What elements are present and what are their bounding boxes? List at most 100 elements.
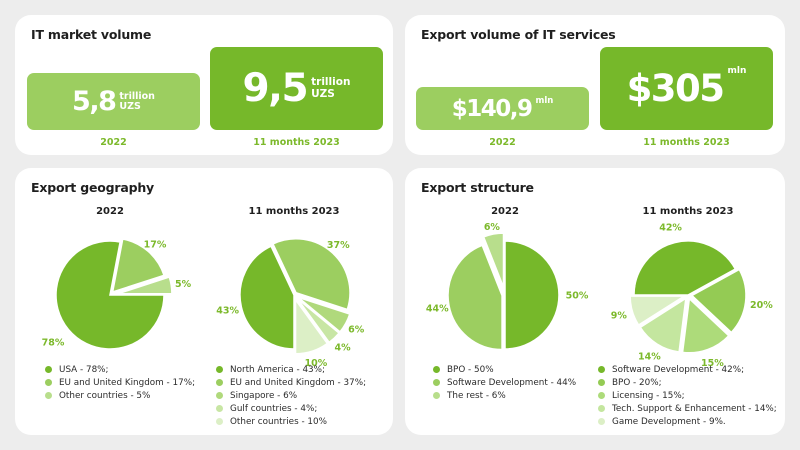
pie-value-label: 9% bbox=[611, 311, 628, 322]
export-structure-title: Export structure bbox=[421, 180, 534, 195]
legend-item: USA - 78%; bbox=[45, 363, 195, 376]
pie-slice-other-countries bbox=[294, 297, 329, 355]
struct-2022-pie-title: 2022 bbox=[491, 206, 519, 217]
pie-slice-north-america bbox=[239, 245, 295, 350]
legend-label: Other countries - 5% bbox=[59, 390, 151, 401]
export-volume-card: Export volume of IT services $140,9 mln … bbox=[405, 15, 785, 155]
legend-item: The rest - 6% bbox=[433, 389, 576, 402]
legend-label: USA - 78%; bbox=[59, 364, 109, 375]
legend-label: Licensing - 15%; bbox=[612, 390, 685, 401]
legend-label: BPO - 20%; bbox=[612, 377, 662, 388]
legend-item: Tech. Support & Enhancement - 14%; bbox=[598, 402, 777, 415]
geo-2022-pie-title: 2022 bbox=[96, 206, 124, 217]
legend-item: BPO - 20%; bbox=[598, 376, 777, 389]
market-volume-2023-box: 9,5 trillion UZS bbox=[210, 47, 383, 130]
legend-swatch bbox=[45, 379, 52, 386]
legend-item: BPO - 50% bbox=[433, 363, 576, 376]
legend-swatch bbox=[216, 392, 223, 399]
legend-item: EU and United Kingdom - 37%; bbox=[216, 376, 366, 389]
market-volume-2022-caption: 2022 bbox=[100, 137, 127, 148]
geo-2023-pie-chart: 43% 37% 6% 4% 10% bbox=[216, 238, 365, 369]
legend-swatch bbox=[45, 366, 52, 373]
legend-label: Software Development - 42%; bbox=[612, 364, 745, 375]
legend-label: Other countries - 10% bbox=[230, 416, 327, 427]
export-structure-card: Export structure 2022 50% 44% 6% BPO - 50%… bbox=[405, 168, 785, 435]
pie-slice-other-countries bbox=[117, 276, 173, 295]
legend-item: EU and United Kingdom - 17%; bbox=[45, 376, 195, 389]
pie-value-label: 42% bbox=[659, 223, 682, 234]
legend-item: Singapore - 6% bbox=[216, 389, 366, 402]
pie-slice-licensing bbox=[681, 297, 730, 354]
pie-slice-usa bbox=[55, 240, 165, 350]
export-geography-card: Export geography 2022 78% 17% 5% USA - 78%… bbox=[15, 168, 393, 435]
pie-value-label: 37% bbox=[327, 240, 350, 251]
market-volume-2023-value: 9,5 bbox=[242, 66, 309, 111]
pie-value-label: 14% bbox=[638, 351, 661, 362]
pie-value-label: 6% bbox=[484, 222, 501, 233]
pie-value-label: 4% bbox=[335, 342, 352, 353]
legend-label: EU and United Kingdom - 37%; bbox=[230, 377, 367, 388]
pie-value-label: 17% bbox=[144, 239, 167, 250]
geo-2022-legend: USA - 78%; EU and United Kingdom - 17%; Ot… bbox=[45, 363, 195, 402]
legend-swatch bbox=[433, 366, 440, 373]
legend-label: Software Development - 44% bbox=[447, 377, 577, 388]
legend-item: Software Development - 44% bbox=[433, 376, 576, 389]
legend-swatch bbox=[216, 366, 223, 373]
struct-2023-pie-chart: 42% 20% 15% 14% 9% bbox=[611, 223, 773, 370]
legend-item: Other countries - 5% bbox=[45, 389, 195, 402]
legend-item: Gulf countries - 4%; bbox=[216, 402, 366, 415]
export-geography-title: Export geography bbox=[31, 180, 154, 195]
pie-slice-software-development bbox=[633, 240, 737, 296]
pie-value-label: 44% bbox=[426, 303, 449, 314]
pie-value-label: 10% bbox=[305, 358, 328, 369]
legend-swatch bbox=[433, 379, 440, 386]
export-volume-2022-unit: mln bbox=[535, 96, 554, 106]
legend-label: North America - 43%; bbox=[230, 364, 325, 375]
pie-slice-tech-support-enhancement bbox=[639, 296, 687, 353]
pie-value-label: 50% bbox=[566, 291, 589, 302]
pie-slice-bpo bbox=[504, 240, 560, 350]
geo-2022-pie-chart: 78% 17% 5% bbox=[42, 238, 192, 350]
pie-value-label: 78% bbox=[42, 338, 65, 349]
pie-value-label: 20% bbox=[750, 300, 773, 311]
legend-label: Tech. Support & Enhancement - 14%; bbox=[612, 403, 777, 414]
export-volume-2023-box: $305 mln bbox=[600, 47, 773, 130]
legend-item: Licensing - 15%; bbox=[598, 389, 777, 402]
export-volume-2022-box: $140,9 mln bbox=[416, 87, 589, 130]
legend-swatch bbox=[433, 392, 440, 399]
struct-2022-legend: BPO - 50% Software Development - 44% The r… bbox=[433, 363, 576, 402]
market-volume-title: IT market volume bbox=[31, 27, 152, 42]
pie-slice-eu-and-united-kingdom bbox=[271, 238, 351, 311]
geo-2023-legend: North America - 43%; EU and United Kingdo… bbox=[216, 363, 366, 428]
export-volume-2022-caption: 2022 bbox=[489, 137, 516, 148]
legend-label: Game Development - 9%. bbox=[612, 416, 726, 427]
geo-2023-pie-title: 11 months 2023 bbox=[248, 206, 340, 217]
legend-label: The rest - 6% bbox=[447, 390, 506, 401]
market-volume-2022-value: 5,8 bbox=[72, 86, 117, 117]
pie-slice-game-development bbox=[629, 295, 687, 327]
struct-2023-pie-title: 11 months 2023 bbox=[642, 206, 734, 217]
legend-label: BPO - 50% bbox=[447, 364, 494, 375]
export-volume-title: Export volume of IT services bbox=[421, 27, 616, 42]
pie-value-label: 43% bbox=[216, 305, 239, 316]
legend-swatch bbox=[45, 392, 52, 399]
legend-label: Singapore - 6% bbox=[230, 390, 298, 401]
legend-swatch bbox=[216, 405, 223, 412]
pie-value-label: 15% bbox=[701, 358, 724, 369]
export-volume-2022-value: $140,9 bbox=[451, 95, 533, 122]
pie-slice-software-development bbox=[447, 244, 503, 351]
market-volume-card: IT market volume 5,8 trillion UZS 2022 9… bbox=[15, 15, 393, 155]
market-volume-2023-caption: 11 months 2023 bbox=[253, 137, 340, 148]
market-volume-2023-unit: trillion UZS bbox=[311, 76, 351, 100]
legend-item: North America - 43%; bbox=[216, 363, 366, 376]
struct-2023-legend: Software Development - 42%; BPO - 20%; Lic… bbox=[598, 363, 777, 428]
legend-item: Software Development - 42%; bbox=[598, 363, 777, 376]
legend-swatch bbox=[598, 405, 605, 412]
pie-value-label: 6% bbox=[348, 325, 365, 336]
pie-slice-singapore bbox=[297, 296, 351, 333]
legend-item: Other countries - 10% bbox=[216, 415, 366, 428]
legend-swatch bbox=[598, 379, 605, 386]
export-volume-2023-value: $305 bbox=[626, 67, 725, 110]
export-volume-2023-unit: mln bbox=[727, 66, 747, 76]
struct-2022-pie-chart: 50% 44% 6% bbox=[426, 222, 589, 351]
